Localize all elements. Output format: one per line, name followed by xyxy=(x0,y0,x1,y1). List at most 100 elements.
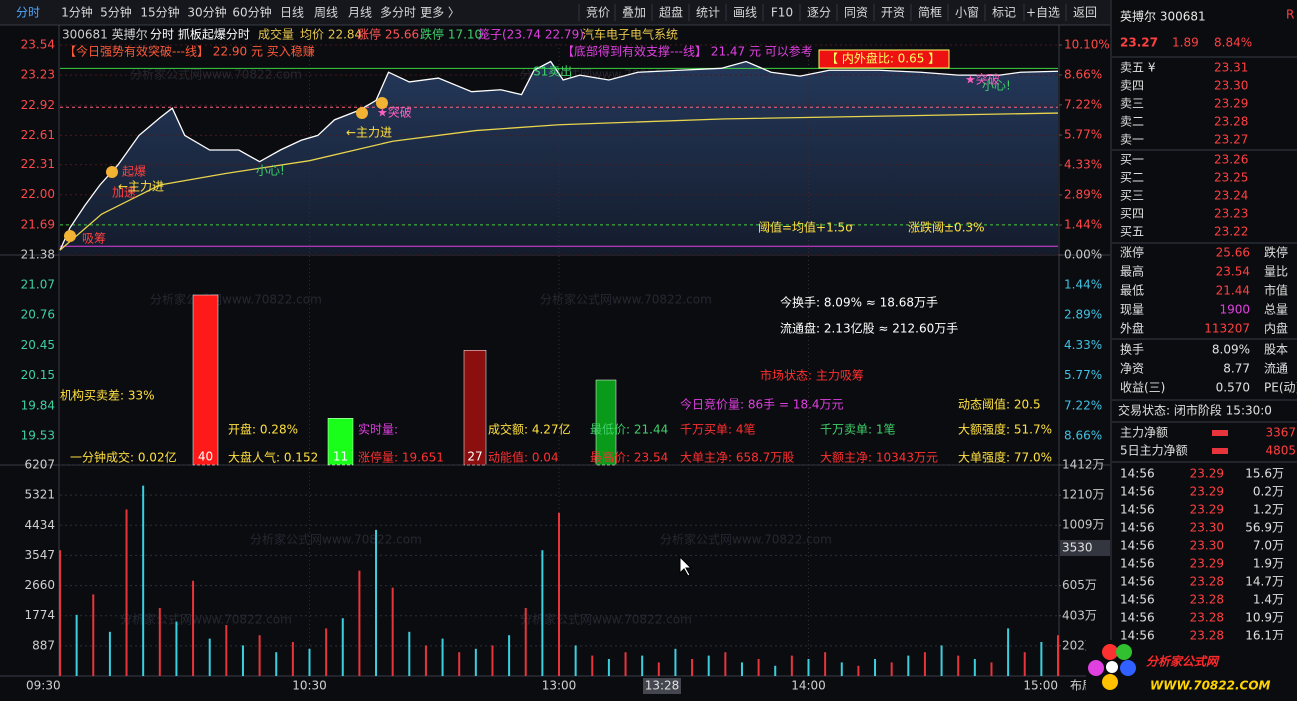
tick-volume: 15.6万 xyxy=(1245,467,1284,481)
toolbar-button[interactable]: 画线 xyxy=(733,6,757,20)
ask-price: 23.28 xyxy=(1214,115,1248,129)
y-tick-label: 19.53 xyxy=(21,429,55,443)
logo-petal xyxy=(1102,674,1118,690)
y-tick-label: 22.00 xyxy=(21,187,55,201)
toolbar-button[interactable]: 逐分 xyxy=(807,6,831,20)
volume-bar xyxy=(325,628,328,676)
last-price: 23.27 xyxy=(1120,36,1158,50)
stat-label: 市值 xyxy=(1264,283,1288,298)
toolbar-tab[interactable]: 15分钟 xyxy=(140,5,179,20)
toolbar-tab[interactable]: 5分钟 xyxy=(100,5,132,20)
bar-label: 40 xyxy=(198,450,213,464)
indicator-text: 千万买单: 4笔 xyxy=(680,422,756,437)
y2-tick-label: 10.10% xyxy=(1064,38,1110,52)
tick-volume: 0.2万 xyxy=(1253,485,1284,499)
price-area xyxy=(60,61,1058,256)
volume-bar xyxy=(824,652,827,676)
toolbar-tab[interactable]: 日线 xyxy=(280,6,304,20)
volume-bar xyxy=(973,659,976,676)
tick-price: 23.30 xyxy=(1190,539,1224,553)
y-tick-label: 887 xyxy=(32,638,55,652)
volume-bar xyxy=(341,618,344,676)
chart-annotation: 吸筹 xyxy=(82,232,106,246)
tick-time: 14:56 xyxy=(1120,629,1155,643)
toolbar-tab[interactable]: 周线 xyxy=(314,6,338,20)
info-item: 汽车电子电气系统 xyxy=(582,27,678,42)
fund-bar xyxy=(1212,448,1228,454)
y2-tick-label: 1210万 xyxy=(1062,488,1105,502)
toolbar-tab[interactable]: 分时 xyxy=(16,6,40,20)
volume-bar xyxy=(192,580,195,676)
toolbar-button[interactable]: 统计 xyxy=(696,6,720,20)
stat-label: 换手 xyxy=(1120,343,1144,357)
toolbar-button[interactable]: 简框 xyxy=(918,6,942,20)
indicator-text: 千万卖单: 1笔 xyxy=(820,422,896,437)
tick-volume: 1.9万 xyxy=(1253,557,1284,571)
fund-value: 3367 xyxy=(1265,426,1296,440)
indicator-text: 成交额: 4.27亿 xyxy=(488,422,571,437)
chart-annotation: ★突破 xyxy=(377,105,412,120)
price-line xyxy=(59,60,1059,251)
stat-label: 收益(三) xyxy=(1120,381,1165,395)
stat-value: 23.54 xyxy=(1216,265,1250,279)
tick-time: 14:56 xyxy=(1120,557,1155,571)
volume-bar xyxy=(225,625,228,676)
tick-volume: 10.9万 xyxy=(1245,611,1284,625)
y-tick-label: 23.23 xyxy=(21,68,55,82)
stat-value: 25.66 xyxy=(1216,246,1250,260)
indicator-text: 今换手: 8.09% ≈ 18.68万手 xyxy=(780,295,938,310)
volume-bar xyxy=(458,652,461,676)
toolbar-button[interactable]: 标记 xyxy=(992,6,1016,20)
volume-bar xyxy=(890,662,893,676)
toolbar-button[interactable]: 返回 xyxy=(1073,6,1097,20)
toolbar-button[interactable]: 小窗 xyxy=(955,6,979,20)
y-tick-label: 1774 xyxy=(24,608,55,622)
toolbar-tab[interactable]: 1分钟 xyxy=(61,5,93,20)
toolbar xyxy=(0,0,1110,25)
stat-value: 113207 xyxy=(1204,322,1250,336)
volume-bar xyxy=(807,659,810,676)
toolbar-button[interactable]: 叠加 xyxy=(622,6,646,20)
chart-annotation: 【今日强势有效突破---线】 22.90 元 买入稳赚 xyxy=(64,44,315,59)
stat-label: 最低 xyxy=(1120,284,1144,298)
y-tick-label: 20.76 xyxy=(21,308,55,322)
info-item: 300681 英搏尔 xyxy=(62,27,148,42)
y2-tick-label: 2.89% xyxy=(1064,187,1102,201)
volume-bar xyxy=(408,631,411,676)
volume-bar xyxy=(790,655,793,676)
volume-bar xyxy=(740,662,743,676)
price-change-pct: 8.84% xyxy=(1214,36,1252,50)
cursor-volume: 3530 xyxy=(1062,541,1093,555)
stat-label: 总量 xyxy=(1264,303,1288,317)
logo-name: 分析家公式网 xyxy=(1146,655,1220,669)
indicator-text: 大额强度: 51.7% xyxy=(958,422,1052,437)
bid-label: 买五 xyxy=(1120,225,1144,239)
tick-time: 14:56 xyxy=(1120,467,1155,481)
toolbar-tab[interactable]: 更多 〉 xyxy=(420,6,460,20)
stat-value: 8.09% xyxy=(1212,343,1250,357)
toolbar-tab[interactable]: 30分钟 xyxy=(187,5,226,20)
toolbar-button[interactable]: 同资 xyxy=(844,6,868,20)
toolbar-tab[interactable]: 60分钟 xyxy=(232,5,271,20)
stat-label: 净资 xyxy=(1120,362,1144,376)
y2-tick-label: 5.77% xyxy=(1064,128,1102,142)
y2-tick-label: 4.33% xyxy=(1064,157,1102,171)
volume-bar xyxy=(641,655,644,676)
volume-bar xyxy=(258,635,261,676)
watermark: 分析家公式网www.70822.com xyxy=(520,612,692,627)
ask-label: 卖一 xyxy=(1120,133,1144,147)
toolbar-button[interactable]: 竞价 xyxy=(586,6,610,20)
toolbar-tab[interactable]: 月线 xyxy=(348,6,372,20)
stat-value: 1900 xyxy=(1219,303,1250,317)
indicator-text: 大单主净: 658.7万股 xyxy=(680,451,794,465)
stat-label: 涨停 xyxy=(1120,245,1144,260)
volume-bar xyxy=(158,608,161,676)
toolbar-button[interactable]: F10 xyxy=(771,6,793,20)
toolbar-tab[interactable]: 多分时 xyxy=(380,6,416,20)
volume-bar xyxy=(840,662,843,676)
volume-bar xyxy=(508,635,511,676)
tick-price: 23.28 xyxy=(1190,575,1224,589)
toolbar-button[interactable]: 超盘 xyxy=(659,5,683,20)
toolbar-button[interactable]: +自选 xyxy=(1026,6,1060,20)
toolbar-button[interactable]: 开资 xyxy=(881,6,905,20)
